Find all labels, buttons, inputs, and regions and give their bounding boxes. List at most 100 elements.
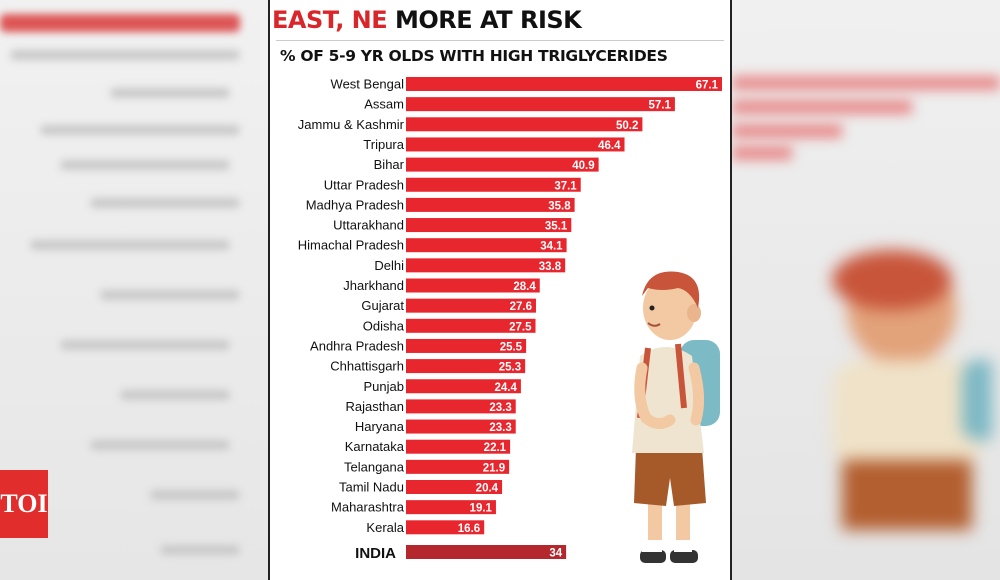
title-highlight: EAST, NE — [272, 6, 388, 34]
category-label: Maharashtra — [331, 500, 405, 515]
blurred-line — [90, 440, 230, 450]
bar — [406, 77, 722, 91]
category-label: Jharkhand — [343, 278, 404, 293]
category-label: Odisha — [363, 318, 405, 333]
bar — [406, 459, 510, 474]
value-label: 27.6 — [510, 301, 532, 313]
category-label: West Bengal — [331, 77, 405, 92]
value-label: 19.1 — [470, 503, 493, 515]
value-label: 20.4 — [476, 483, 499, 495]
blurred-line — [40, 125, 240, 135]
blurred-line — [150, 490, 240, 500]
bar — [406, 500, 496, 515]
bar — [406, 258, 566, 273]
value-label: 22.1 — [484, 442, 507, 454]
category-label: Madhya Pradesh — [306, 197, 404, 212]
category-label: Jammu & Kashmir — [298, 117, 405, 132]
value-label: 28.4 — [513, 281, 536, 293]
infographic-panel: EAST, NE MORE AT RISK % OF 5-9 YR OLDS W… — [268, 0, 732, 580]
category-label: Haryana — [355, 419, 405, 434]
bar — [406, 197, 575, 212]
category-label: Kerala — [366, 520, 404, 535]
value-label: 37.1 — [554, 180, 577, 192]
blurred-heading — [0, 14, 240, 32]
bar — [406, 419, 516, 434]
category-label: Punjab — [364, 379, 404, 394]
infographic-title: EAST, NE MORE AT RISK — [272, 6, 582, 34]
blurred-bar — [732, 76, 1000, 90]
bar — [406, 157, 599, 172]
value-label: 34.1 — [540, 241, 563, 253]
category-label: Chhattisgarh — [330, 359, 404, 374]
bar — [406, 218, 572, 233]
category-label: Tamil Nadu — [339, 480, 404, 495]
value-label: 21.9 — [483, 462, 505, 474]
bar — [406, 399, 516, 414]
toi-logo: TOI — [0, 470, 48, 538]
category-label: Bihar — [374, 157, 405, 172]
blurred-bar — [732, 146, 792, 160]
bar — [406, 238, 567, 253]
boy-illustration — [632, 271, 720, 563]
blurred-line — [120, 390, 230, 400]
blurred-line — [110, 88, 230, 98]
value-label: 27.5 — [509, 321, 532, 333]
background-right — [732, 0, 1000, 580]
category-label: Uttarakhand — [333, 218, 404, 233]
category-label: Andhra Pradesh — [310, 338, 404, 353]
bar — [406, 137, 625, 152]
bar — [406, 318, 536, 333]
value-label: 25.5 — [500, 341, 523, 353]
bar — [406, 278, 540, 293]
bar — [406, 359, 526, 374]
blurred-line — [100, 290, 240, 300]
blurred-line — [60, 340, 230, 350]
bar-chart: West Bengal 67.1 Assam 57.1 Jammu & Kashmir 5… — [298, 77, 722, 562]
title-rest: MORE AT RISK — [387, 6, 582, 34]
value-label: 23.3 — [489, 402, 511, 414]
category-label: Assam — [364, 97, 404, 112]
category-label: Uttar Pradesh — [324, 177, 404, 192]
category-label: Rajasthan — [345, 399, 404, 414]
blurred-line — [30, 240, 230, 250]
chart-subtitle: % OF 5-9 YR OLDS WITH HIGH TRIGLYCERIDES — [280, 47, 668, 65]
category-label: Telangana — [344, 459, 405, 474]
value-label: 33.8 — [539, 261, 562, 273]
blurred-bar — [732, 100, 912, 114]
blurred-line — [90, 198, 240, 208]
value-label: 24.4 — [495, 382, 518, 394]
bar — [406, 379, 521, 394]
value-label: 16.6 — [458, 523, 480, 535]
bar — [406, 97, 675, 112]
bar — [406, 338, 527, 353]
value-label: 46.4 — [598, 140, 621, 152]
value-label: 25.3 — [499, 362, 521, 374]
value-label: 35.1 — [545, 221, 568, 233]
bar — [406, 177, 581, 192]
blurred-boy-illustration — [832, 250, 992, 530]
blurred-line — [10, 50, 240, 60]
bar — [406, 298, 536, 313]
value-label: 35.8 — [548, 200, 571, 212]
value-label: 67.1 — [696, 80, 719, 92]
title-divider — [276, 40, 724, 41]
india-bar — [406, 545, 567, 559]
bar — [406, 439, 511, 454]
category-label: Tripura — [363, 137, 404, 152]
category-label: Delhi — [374, 258, 404, 273]
bar — [406, 480, 503, 494]
category-label: Karnataka — [345, 439, 405, 454]
blurred-bar — [732, 124, 842, 138]
category-label: Gujarat — [361, 298, 404, 313]
value-label: 23.3 — [489, 422, 511, 434]
bar — [406, 520, 485, 535]
category-label: Himachal Pradesh — [298, 238, 404, 253]
value-label: 57.1 — [649, 100, 672, 112]
bar — [406, 117, 643, 132]
india-value-label: 34 — [549, 548, 562, 560]
blurred-line — [60, 160, 230, 170]
india-label: INDIA — [355, 545, 396, 562]
value-label: 40.9 — [572, 160, 594, 172]
value-label: 50.2 — [616, 120, 638, 132]
blurred-line — [160, 545, 240, 555]
